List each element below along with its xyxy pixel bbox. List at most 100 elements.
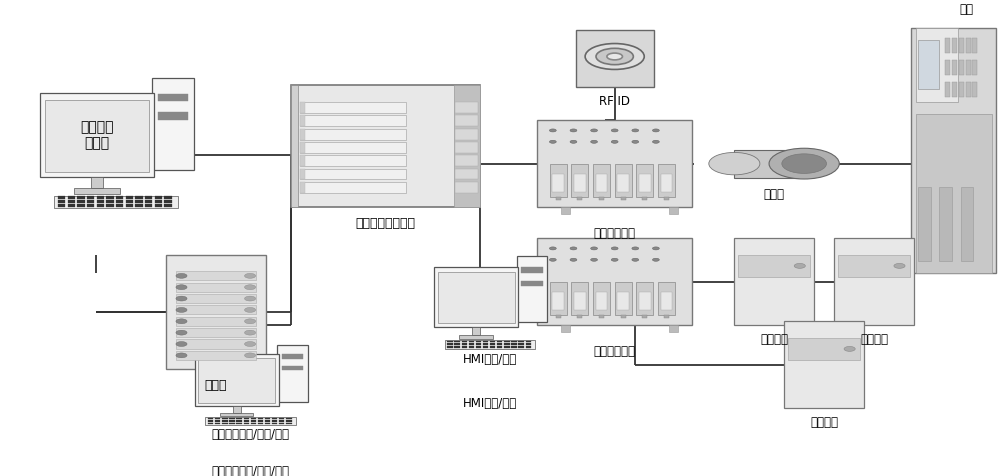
- Bar: [476, 343, 481, 345]
- Circle shape: [591, 140, 597, 143]
- Bar: [106, 200, 114, 203]
- Bar: [126, 196, 133, 199]
- Bar: [279, 423, 284, 424]
- Bar: [195, 354, 279, 406]
- Bar: [961, 187, 973, 261]
- Bar: [126, 204, 133, 207]
- Bar: [215, 418, 220, 419]
- Bar: [838, 256, 910, 277]
- Bar: [469, 340, 474, 342]
- Bar: [490, 346, 495, 348]
- Circle shape: [176, 285, 187, 289]
- Bar: [77, 200, 85, 203]
- Circle shape: [245, 285, 256, 289]
- Bar: [116, 204, 123, 207]
- Bar: [550, 282, 567, 315]
- Bar: [445, 340, 535, 349]
- Text: 数据采集系统: 数据采集系统: [594, 227, 636, 239]
- Text: 涂胶设备: 涂胶设备: [860, 333, 888, 346]
- Bar: [265, 423, 270, 424]
- Circle shape: [245, 307, 256, 312]
- Bar: [561, 325, 570, 332]
- Circle shape: [652, 140, 659, 143]
- Bar: [126, 200, 133, 203]
- Bar: [145, 204, 152, 207]
- Bar: [462, 346, 467, 348]
- Circle shape: [176, 342, 187, 347]
- Bar: [561, 208, 570, 214]
- Circle shape: [611, 140, 618, 143]
- Bar: [251, 423, 256, 424]
- Bar: [552, 174, 564, 192]
- Bar: [462, 343, 467, 345]
- Bar: [222, 420, 228, 422]
- Bar: [135, 204, 143, 207]
- Circle shape: [844, 347, 855, 351]
- Bar: [265, 420, 270, 422]
- Bar: [511, 340, 517, 342]
- Bar: [952, 82, 957, 97]
- Bar: [244, 420, 249, 422]
- Bar: [669, 325, 678, 332]
- Bar: [300, 116, 305, 126]
- Circle shape: [570, 258, 577, 261]
- Circle shape: [596, 48, 633, 65]
- Bar: [918, 40, 939, 89]
- Bar: [497, 346, 502, 348]
- Bar: [483, 346, 488, 348]
- Bar: [176, 317, 256, 326]
- Bar: [152, 79, 194, 170]
- Bar: [300, 102, 305, 113]
- Bar: [550, 164, 567, 197]
- Bar: [636, 164, 653, 197]
- Bar: [599, 315, 604, 318]
- Bar: [734, 149, 799, 178]
- Bar: [97, 196, 104, 199]
- Bar: [521, 280, 543, 286]
- Bar: [972, 82, 977, 97]
- Bar: [176, 339, 256, 348]
- Bar: [455, 102, 478, 113]
- Bar: [135, 200, 143, 203]
- Bar: [455, 116, 478, 126]
- Circle shape: [176, 296, 187, 301]
- Bar: [469, 346, 474, 348]
- Bar: [222, 423, 228, 424]
- Bar: [490, 343, 495, 345]
- Bar: [518, 343, 524, 345]
- Bar: [556, 315, 561, 318]
- Bar: [68, 204, 75, 207]
- Bar: [642, 197, 647, 200]
- Circle shape: [611, 258, 618, 261]
- Bar: [97, 200, 104, 203]
- Circle shape: [652, 258, 659, 261]
- Bar: [972, 38, 977, 53]
- Bar: [526, 343, 531, 345]
- Circle shape: [570, 247, 577, 250]
- Bar: [454, 340, 460, 342]
- Bar: [658, 164, 675, 197]
- Bar: [272, 418, 277, 419]
- Bar: [476, 340, 481, 342]
- Bar: [784, 321, 864, 408]
- Bar: [155, 196, 162, 199]
- Circle shape: [794, 263, 805, 268]
- Circle shape: [245, 273, 256, 278]
- Bar: [265, 418, 270, 419]
- Circle shape: [176, 273, 187, 278]
- Bar: [469, 343, 474, 345]
- Bar: [511, 346, 517, 348]
- Bar: [282, 354, 303, 359]
- Circle shape: [176, 353, 187, 358]
- Text: RF ID: RF ID: [599, 95, 630, 108]
- Bar: [490, 340, 495, 342]
- Bar: [916, 114, 992, 273]
- Bar: [556, 197, 561, 200]
- Text: 远程数据显示/查询/分析: 远程数据显示/查询/分析: [212, 428, 290, 441]
- Bar: [593, 164, 610, 197]
- Bar: [300, 102, 406, 113]
- Bar: [279, 420, 284, 422]
- Bar: [434, 267, 518, 327]
- Bar: [300, 155, 406, 166]
- Bar: [455, 129, 478, 139]
